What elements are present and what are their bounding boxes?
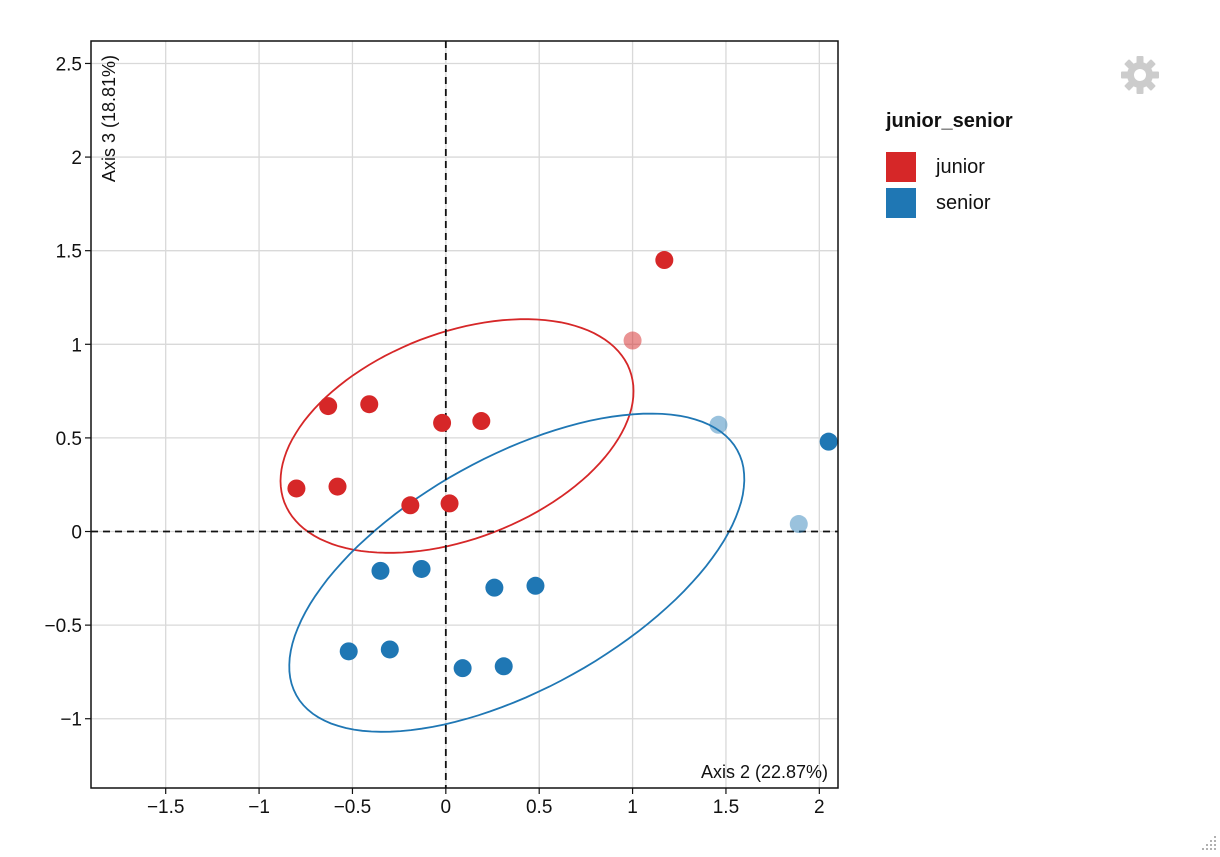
x-tick-label: −1 — [248, 797, 270, 818]
point-senior[interactable] — [371, 561, 390, 580]
legend-swatch-junior — [886, 152, 916, 182]
y-axis-title: Axis 3 (18.81%) — [99, 55, 119, 182]
legend-label-senior: senior — [936, 191, 991, 214]
point-senior[interactable] — [709, 415, 728, 434]
x-tick-label: −1.5 — [147, 797, 185, 818]
resize-grip-icon[interactable] — [1200, 834, 1218, 852]
y-tick-label: 1 — [71, 335, 82, 356]
point-junior[interactable] — [401, 496, 420, 515]
point-senior[interactable] — [412, 559, 431, 578]
x-tick-label: −0.5 — [334, 797, 372, 818]
point-junior[interactable] — [472, 412, 491, 431]
data-points — [287, 251, 838, 678]
y-tick-label: 0 — [71, 523, 82, 544]
point-senior[interactable] — [453, 659, 472, 678]
legend-title: junior_senior — [886, 110, 1013, 132]
legend-item-senior[interactable]: senior — [886, 185, 1013, 221]
x-tick-label: 0.5 — [526, 797, 552, 818]
point-junior[interactable] — [319, 397, 338, 416]
point-senior[interactable] — [494, 657, 513, 676]
point-senior[interactable] — [819, 432, 838, 451]
tick-labels: −1.5 −1 −0.5 0 0.5 1 1.5 2 −1 −0.5 0 0.5 1 1.5 2 2.5 — [44, 54, 824, 818]
legend-item-junior[interactable]: junior — [886, 149, 1013, 185]
legend-swatch-senior — [886, 188, 916, 218]
point-junior[interactable] — [328, 477, 347, 496]
point-senior[interactable] — [339, 642, 358, 661]
y-tick-label: 2.5 — [56, 54, 82, 75]
point-senior[interactable] — [789, 515, 808, 534]
y-tick-label: 1.5 — [56, 242, 82, 263]
zero-lines — [91, 41, 838, 788]
legend-label-junior: junior — [936, 155, 985, 178]
x-axis-title: Axis 2 (22.87%) — [701, 762, 828, 782]
point-junior[interactable] — [440, 494, 459, 513]
point-junior[interactable] — [360, 395, 379, 414]
y-tick-label: 0.5 — [56, 429, 82, 450]
x-tick-label: 2 — [814, 797, 825, 818]
y-tick-label: −0.5 — [44, 616, 82, 637]
legend: junior_senior junior senior — [886, 110, 1013, 221]
x-tick-label: 1.5 — [713, 797, 739, 818]
plot-frame — [90, 40, 839, 789]
y-tick-label: 2 — [71, 148, 82, 169]
x-tick-label: 0 — [441, 797, 452, 818]
x-tick-label: 1 — [627, 797, 638, 818]
y-tick-label: −1 — [60, 710, 82, 731]
point-junior[interactable] — [655, 251, 674, 270]
point-senior[interactable] — [485, 578, 504, 597]
ellipse-junior — [279, 318, 635, 554]
point-junior[interactable] — [623, 331, 642, 350]
ellipse-senior — [288, 412, 746, 733]
point-junior[interactable] — [287, 479, 306, 498]
point-junior[interactable] — [433, 413, 452, 432]
gear-icon[interactable] — [1120, 55, 1160, 95]
point-senior[interactable] — [380, 640, 399, 659]
point-senior[interactable] — [526, 576, 545, 595]
confidence-ellipses — [279, 318, 746, 733]
